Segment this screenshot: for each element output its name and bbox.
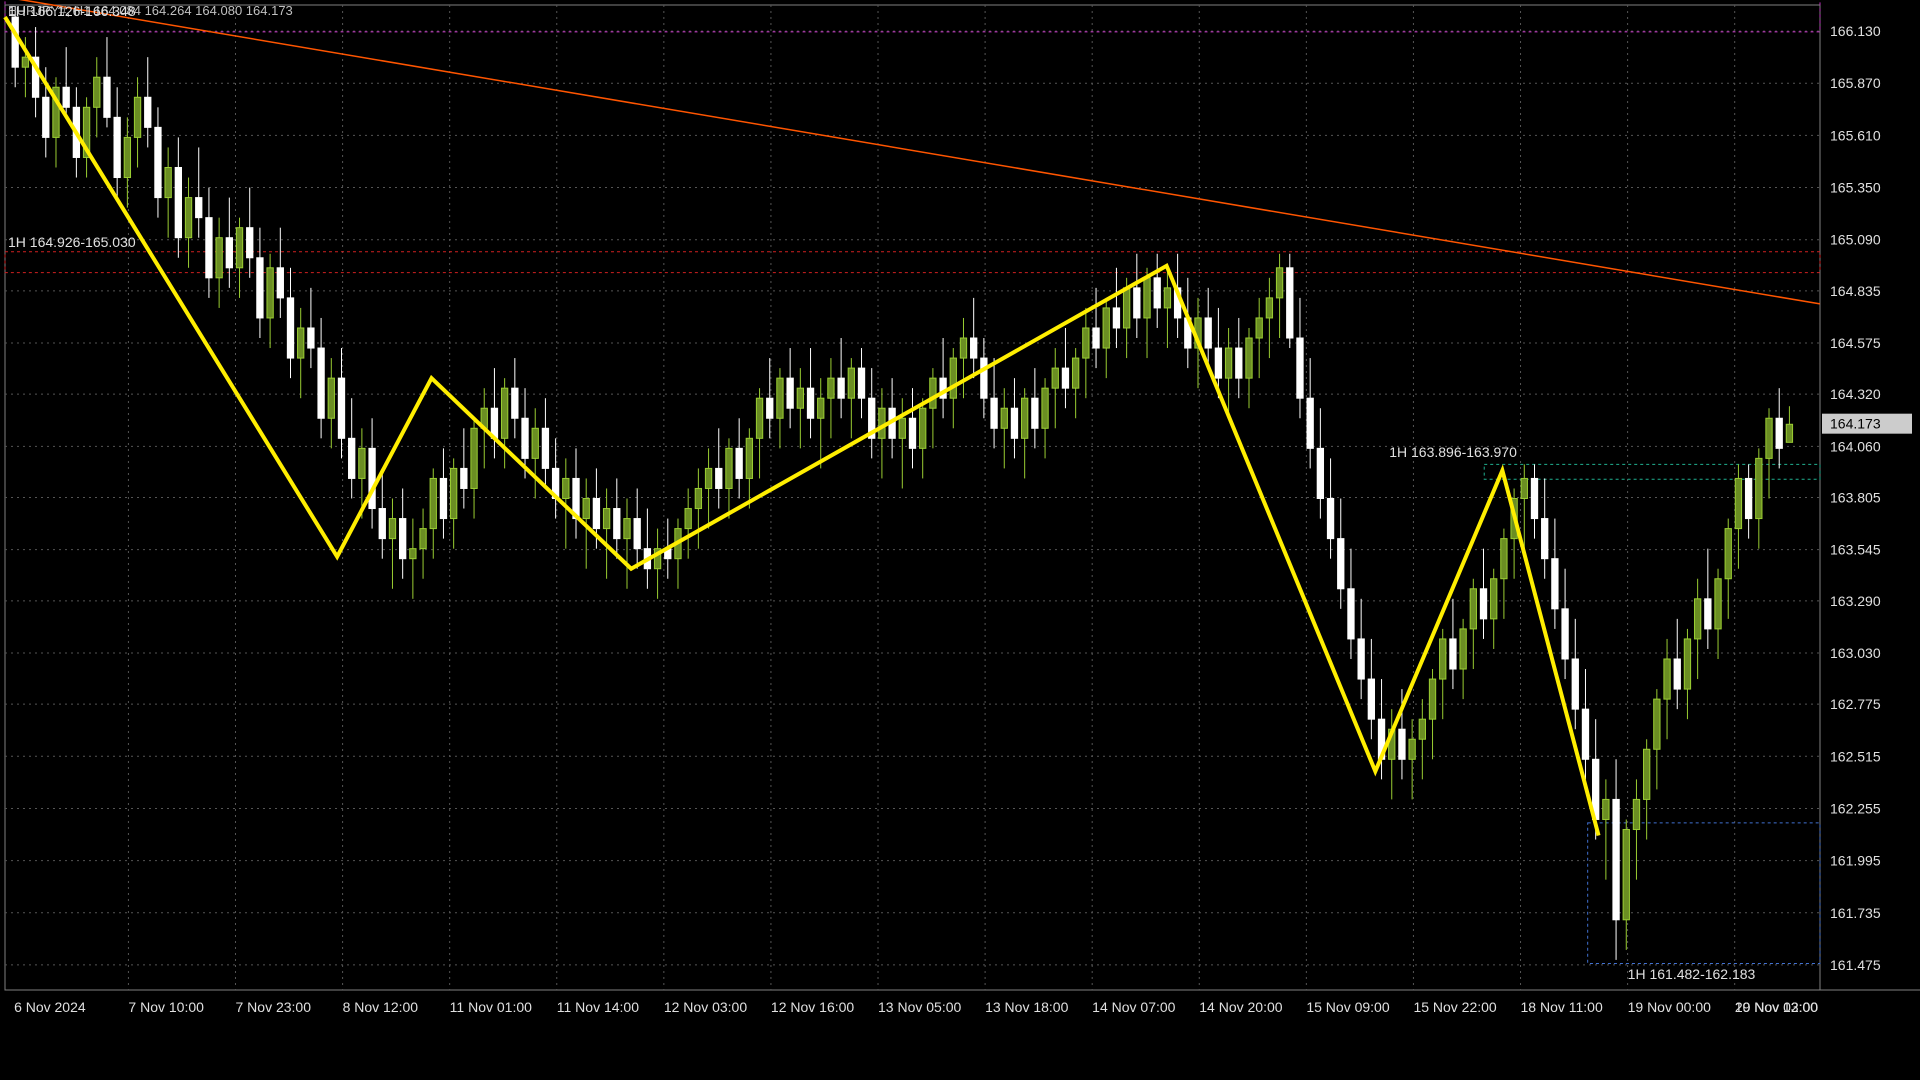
svg-text:161.995: 161.995 — [1830, 853, 1881, 869]
svg-text:12 Nov 16:00: 12 Nov 16:00 — [771, 999, 854, 1015]
svg-text:7 Nov 23:00: 7 Nov 23:00 — [236, 999, 312, 1015]
svg-text:163.030: 163.030 — [1830, 645, 1881, 661]
svg-text:7 Nov 10:00: 7 Nov 10:00 — [128, 999, 204, 1015]
svg-text:162.255: 162.255 — [1830, 800, 1881, 816]
svg-text:162.515: 162.515 — [1830, 748, 1881, 764]
zone-label: 1H 166.126-166.348 — [8, 3, 136, 19]
svg-text:164.060: 164.060 — [1830, 438, 1881, 454]
svg-text:165.350: 165.350 — [1830, 180, 1881, 196]
svg-text:165.090: 165.090 — [1830, 232, 1881, 248]
svg-text:15 Nov 22:00: 15 Nov 22:00 — [1413, 999, 1496, 1015]
svg-text:161.475: 161.475 — [1830, 957, 1881, 973]
svg-text:164.173: 164.173 — [1830, 416, 1881, 432]
zone-label: 1H 163.896-163.970 — [1389, 444, 1517, 460]
svg-text:164.835: 164.835 — [1830, 283, 1881, 299]
svg-text:6 Nov 2024: 6 Nov 2024 — [14, 999, 86, 1015]
svg-text:163.805: 163.805 — [1830, 490, 1881, 506]
svg-text:13 Nov 05:00: 13 Nov 05:00 — [878, 999, 961, 1015]
svg-text:18 Nov 11:00: 18 Nov 11:00 — [1521, 999, 1603, 1015]
svg-text:19 Nov 00:00: 19 Nov 00:00 — [1628, 999, 1711, 1015]
svg-text:11 Nov 14:00: 11 Nov 14:00 — [557, 999, 639, 1015]
zone-label: 1H 164.926-165.030 — [8, 234, 136, 250]
svg-text:14 Nov 07:00: 14 Nov 07:00 — [1092, 999, 1175, 1015]
svg-text:166.130: 166.130 — [1830, 23, 1881, 39]
svg-text:165.610: 165.610 — [1830, 127, 1881, 143]
svg-text:161.735: 161.735 — [1830, 905, 1881, 921]
chart-container[interactable]: 166.130 165.870 165.610 165.350 165.090 164.8… — [0, 0, 1920, 1080]
svg-text:11 Nov 01:00: 11 Nov 01:00 — [450, 999, 532, 1015]
svg-text:164.320: 164.320 — [1830, 386, 1881, 402]
svg-text:13 Nov 18:00: 13 Nov 18:00 — [985, 999, 1068, 1015]
svg-text:165.870: 165.870 — [1830, 75, 1881, 91]
svg-text:15 Nov 09:00: 15 Nov 09:00 — [1306, 999, 1389, 1015]
svg-text:8 Nov 12:00: 8 Nov 12:00 — [343, 999, 419, 1015]
candlestick-chart: 166.130 165.870 165.610 165.350 165.090 164.8… — [0, 0, 1920, 1080]
svg-text:20 Nov 02:00: 20 Nov 02:00 — [1735, 999, 1818, 1015]
svg-text:162.775: 162.775 — [1830, 696, 1881, 712]
svg-text:164.575: 164.575 — [1830, 335, 1881, 351]
svg-text:163.290: 163.290 — [1830, 593, 1881, 609]
svg-text:12 Nov 03:00: 12 Nov 03:00 — [664, 999, 747, 1015]
svg-text:163.545: 163.545 — [1830, 542, 1881, 558]
svg-text:14 Nov 20:00: 14 Nov 20:00 — [1199, 999, 1282, 1015]
zone-label: 1H 161.482-162.183 — [1628, 966, 1756, 982]
